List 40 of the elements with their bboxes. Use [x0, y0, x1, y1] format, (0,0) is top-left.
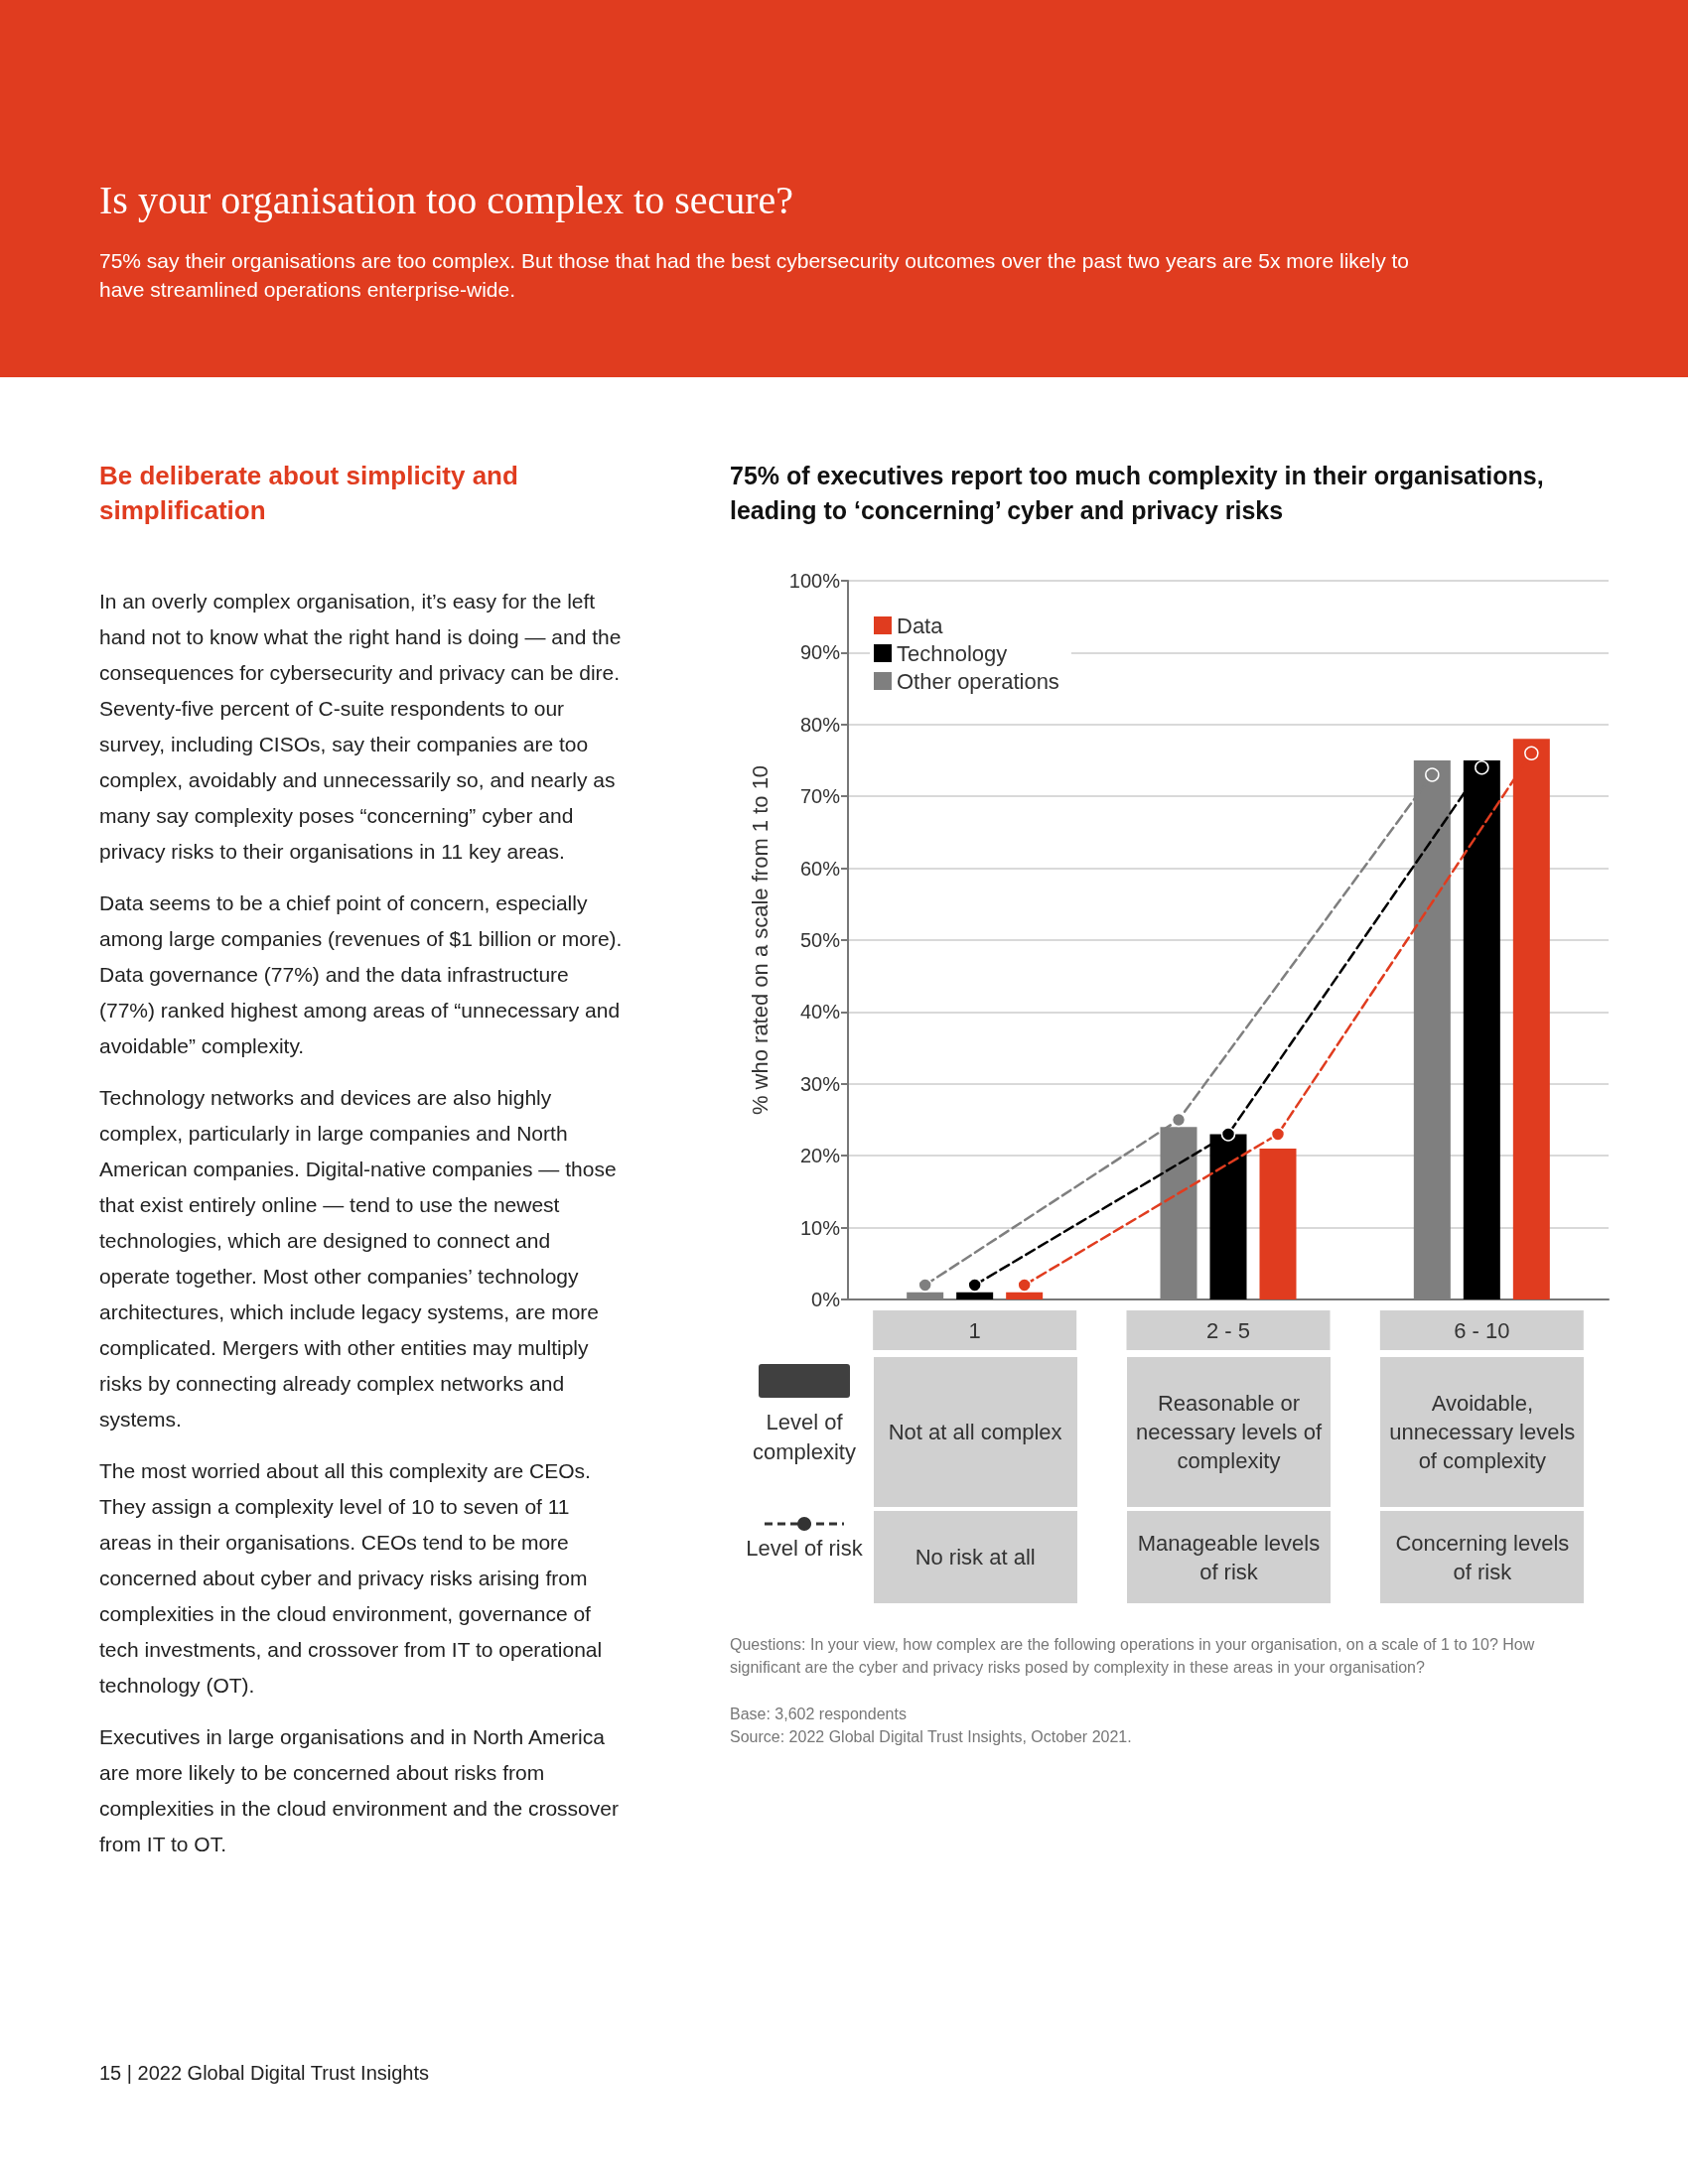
x-tick-label: 1 [968, 1317, 981, 1343]
text: Base: 3,602 respondents [730, 1705, 907, 1724]
y-tick-label: 40% [799, 1001, 841, 1024]
source-note: Source: 2022 Global Digital Trust Insights, October 2021. [730, 1727, 1132, 1747]
text: Not at all complex [873, 1357, 1077, 1507]
y-tick-label: 60% [799, 857, 841, 880]
x-tick-label: 6 - 10 [1454, 1317, 1510, 1343]
text: No risk at all [873, 1511, 1077, 1603]
text: Data seems to be a chief point of concern, especially among large companies (revenues of $1 billion or more). Data governance (77%) and the data infrastructure (77%) ranked highest among areas of “unnecessary and avoidable” complexity. [99, 890, 624, 1059]
legend-label: Technology [897, 640, 1008, 666]
y-axis-title: % who rated on a scale from 1 to 10 [747, 764, 773, 1116]
text: The most worried about all this complexity are CEOs. They assign a complexity level of 10 to seven of 11 areas in their organisations. CEOs tend to be more concerned about cyber and privacy risks arising from complexities in the cloud environment, governance of tech investments, and crossover from IT to operational technology (OT). [99, 1458, 604, 1699]
text: Executives in large organisations and in North America are more likely to be concerned about risks from complexities in the cloud environment and the crossover from IT to OT. [99, 1724, 620, 1857]
text: Be deliberate about simplicity and simplification [99, 460, 519, 527]
y-tick-label: 50% [799, 929, 841, 951]
text: Level of complexity [752, 1409, 857, 1466]
y-tick-label: 90% [799, 641, 841, 664]
y-tick-label: 80% [799, 713, 841, 736]
legend-label: Data [897, 613, 944, 638]
y-tick-label: 20% [799, 1145, 841, 1167]
bar [1259, 1148, 1297, 1299]
text: Avoidable, unnecessary levels of complexity [1380, 1357, 1585, 1507]
text: Concerning levels of risk [1380, 1511, 1585, 1603]
y-tick-label: 30% [799, 1072, 841, 1095]
text: Level of risk [745, 1535, 864, 1563]
legend-label: Other operations [897, 668, 1059, 694]
y-tick-label: 100% [788, 570, 841, 592]
text: 15 | 2022 Global Digital Trust Insights [99, 2062, 430, 2085]
text: Is your organisation too complex to secure? [99, 177, 794, 223]
text: Reasonable or necessary levels of complexity [1127, 1357, 1331, 1507]
text: Technology networks and devices are also highly complex, particularly in large companies and North American companies. Digital-native companies — those that exist entirely online — tend to use the newest technologies, which are designed to connect and operate together. Most other companies’ technology architectures, which include legacy systems, are more complicated. Mergers with other entities may multiply risks by connecting already complex networks and systems. [99, 1086, 617, 1431]
x-tick-label: 2 - 5 [1205, 1317, 1251, 1343]
y-tick-label: 70% [799, 785, 841, 808]
text: Manageable levels of risk [1127, 1511, 1331, 1603]
text: In an overly complex organisation, it’s easy for the left hand not to know what the right hand is doing — and the consequences for cybersecurity and privacy can be dire. Seventy-five percent of C-suite respondents to our survey, including CISOs, say their companies are too complex, avoidably and unnecessarily so, and nearly as many say complexity poses “concerning” cyber and privacy risks to their organisations in 11 key areas. [99, 589, 623, 865]
text: Questions: In your view, how complex are the following operations in your organisation, on a scale of 1 to 10? How significant are the cyber and privacy risks posed by complexity in these areas in your organisation? [730, 1635, 1536, 1678]
y-tick-label: 0% [811, 1289, 841, 1310]
chart-title: 75% of executives report too much complexity in their organisations, leading to ‘concerning’ cyber and privacy risks [730, 461, 1545, 526]
text: 75% say their organisations are too complex. But those that had the best cybersecurity outcomes over the past two years are 5x more likely to have streamlined operations enterprise-wide. [99, 248, 1410, 303]
y-tick-label: 10% [799, 1216, 841, 1239]
